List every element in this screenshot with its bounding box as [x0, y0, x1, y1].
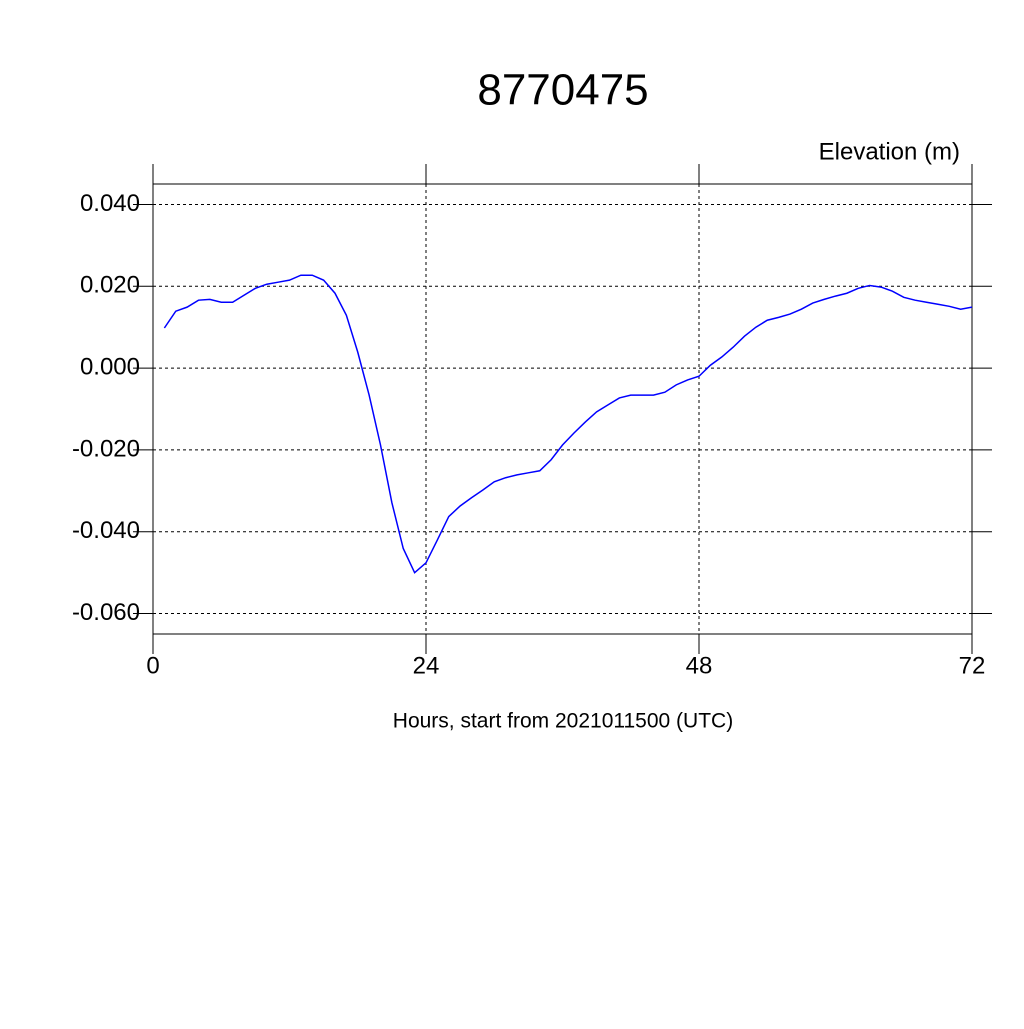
x-tick-label: 0 — [146, 652, 159, 679]
y-tick-label: 0.040 — [80, 190, 140, 217]
data-line — [163, 274, 973, 574]
x-tick-label: 24 — [413, 652, 440, 679]
y-tick-label: 0.000 — [80, 353, 140, 380]
y-tick-label: -0.020 — [72, 435, 140, 462]
y-tick-label: -0.040 — [72, 517, 140, 544]
chart-title: 8770475 — [477, 66, 648, 115]
x-axis-label: Hours, start from 2021011500 (UTC) — [393, 710, 733, 733]
plot-frame — [152, 183, 973, 635]
y-tick-label: -0.060 — [72, 599, 140, 626]
y-tick-label: 0.020 — [80, 272, 140, 299]
x-tick-label: 72 — [959, 652, 986, 679]
x-tick-label: 48 — [686, 652, 713, 679]
subtitle: Elevation (m) — [819, 138, 960, 165]
